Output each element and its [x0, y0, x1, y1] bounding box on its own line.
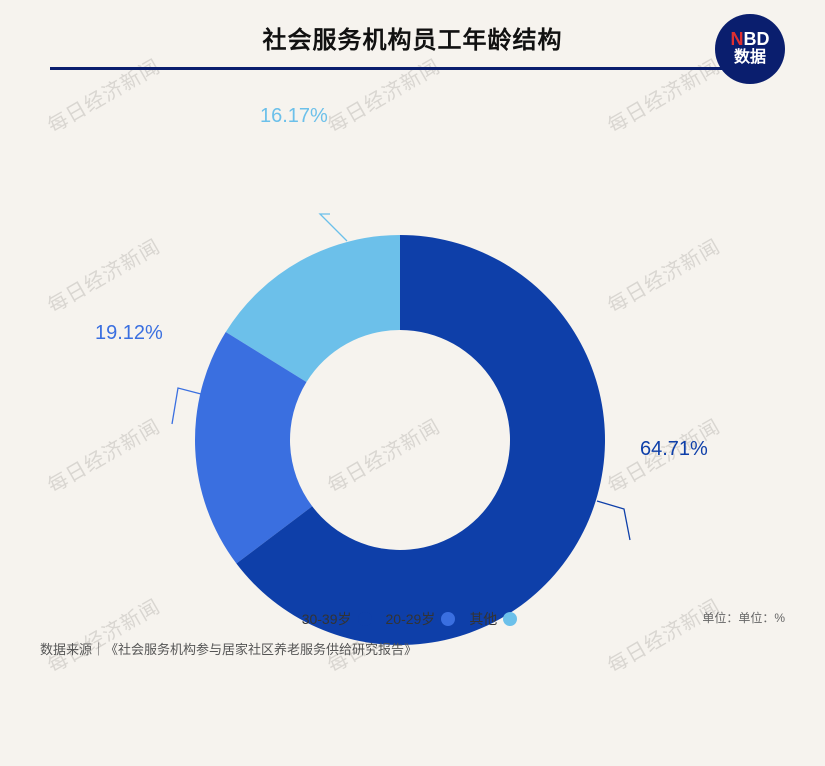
- slice-label: 64.71%: [640, 438, 708, 461]
- legend-item: 20-29岁: [386, 609, 456, 629]
- legend-label: 30-39岁: [302, 609, 352, 629]
- legend-swatch: [441, 612, 455, 626]
- legend: 30-39岁 20-29岁 其他 单位：单位：%: [40, 609, 785, 629]
- legend-label: 其他: [469, 609, 497, 629]
- slice-label: 19.12%: [95, 322, 163, 345]
- legend-item: 其他: [469, 609, 517, 629]
- slice-label: 16.17%: [260, 105, 328, 128]
- leader-line: [597, 501, 630, 540]
- logo-text-bottom: 数据: [734, 48, 766, 67]
- unit-label: 单位：单位：%: [702, 609, 785, 626]
- chart-title: 社会服务机构员工年龄结构: [50, 20, 775, 67]
- title-underline: [50, 67, 775, 70]
- legend-swatch: [358, 612, 372, 626]
- legend-label: 20-29岁: [386, 609, 436, 629]
- donut-svg: [0, 90, 825, 766]
- leader-line: [320, 214, 347, 241]
- data-source: 数据来源｜《社会服务机构参与居家社区养老服务供给研究报告》: [40, 639, 785, 658]
- legend-swatch: [503, 612, 517, 626]
- logo-text-top: NBD: [731, 30, 770, 48]
- legend-item: 30-39岁: [302, 609, 372, 629]
- nbd-logo: NBD 数据: [715, 14, 785, 84]
